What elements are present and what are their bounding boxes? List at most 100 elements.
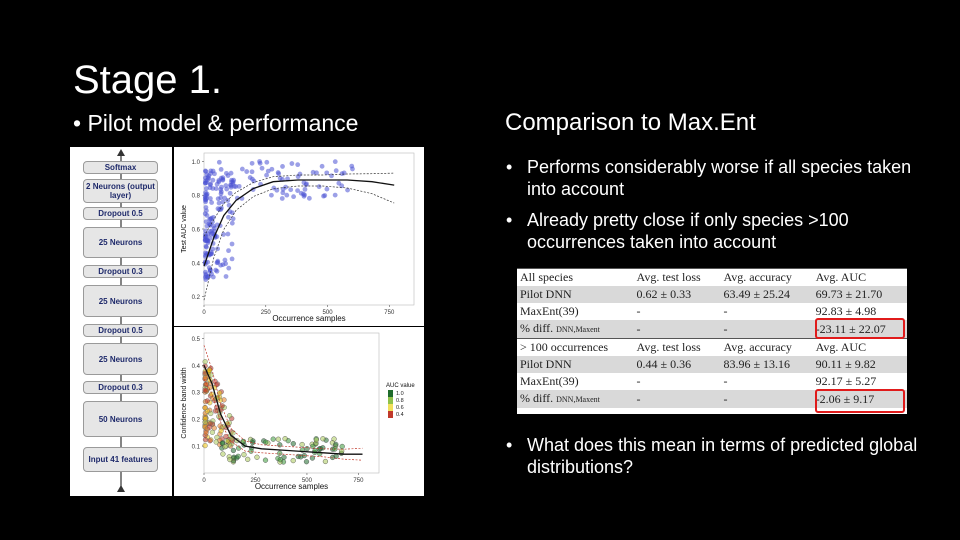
data-point — [202, 269, 208, 275]
y-tick-label: 0.1 — [192, 445, 201, 451]
data-point — [269, 192, 274, 198]
data-point — [209, 200, 215, 205]
confidence-band-upper — [203, 345, 363, 450]
data-point — [250, 438, 256, 444]
data-point — [203, 190, 208, 195]
data-point — [226, 214, 231, 220]
data-point — [322, 193, 328, 198]
data-point — [277, 442, 283, 448]
data-point — [207, 182, 213, 188]
y-tick-label: 0.2 — [192, 418, 201, 424]
network-layer: 25 Neurons — [83, 285, 158, 317]
data-point — [275, 170, 281, 175]
data-point — [275, 436, 281, 442]
data-point — [298, 454, 304, 460]
data-point — [345, 187, 350, 193]
data-point — [302, 186, 308, 192]
data-point — [210, 246, 216, 252]
data-point — [207, 438, 213, 444]
row-name: Pilot DNN — [517, 356, 634, 373]
data-point — [220, 451, 226, 457]
bullet-text: What does this mean in terms of predicte… — [527, 435, 918, 477]
data-point — [216, 200, 222, 206]
data-point — [236, 183, 242, 189]
data-point — [229, 177, 235, 183]
data-point — [216, 159, 222, 165]
data-point — [218, 166, 224, 172]
data-point — [289, 161, 295, 166]
row-name-subscript: DNN,Maxent — [556, 395, 600, 404]
cell-accuracy: - — [723, 374, 728, 388]
x-tick-label: 250 — [250, 478, 261, 484]
header-cell: Avg. accuracy — [720, 268, 813, 286]
data-point — [257, 159, 262, 164]
data-point — [333, 441, 339, 447]
row-name: Pilot DNN — [517, 286, 634, 303]
comparison-table: All species Avg. test loss Avg. accuracy… — [517, 268, 907, 414]
data-point — [224, 186, 230, 192]
data-point — [330, 454, 336, 461]
data-point — [281, 454, 287, 460]
y-tick-label: 0.2 — [192, 295, 201, 301]
header-cell: Avg. AUC — [812, 338, 907, 356]
data-point — [313, 437, 319, 443]
network-layer: 2 Neurons (output layer) — [83, 179, 158, 203]
legend-title: AUC value — [386, 383, 415, 389]
data-point — [208, 410, 214, 417]
data-point — [210, 186, 216, 191]
data-point — [244, 169, 250, 174]
y-tick-label: 0.6 — [192, 228, 201, 234]
x-axis-label: Occurrence samples — [272, 314, 345, 323]
header-cell: Avg. test loss — [633, 268, 721, 286]
data-point — [270, 436, 276, 442]
auc-scatter-plot: 0.2 0.4 0.6 0.8 1.0 0 250 500 750 Occurrence samp… — [174, 147, 424, 326]
legend-tick-label: 1.0 — [396, 391, 404, 397]
data-point — [206, 176, 212, 181]
data-point — [215, 246, 220, 252]
y-axis-label: Confidence band width — [181, 367, 188, 438]
data-point — [212, 171, 217, 177]
data-point — [332, 192, 338, 198]
x-axis-label: Occurrence samples — [255, 482, 328, 491]
data-point — [229, 220, 235, 226]
cell-accuracy: 83.96 ± 13.16 — [720, 356, 813, 373]
table-header-row: > 100 occurrences Avg. test loss Avg. ac… — [517, 338, 907, 356]
network-layer: Input 41 features — [83, 447, 158, 472]
data-point — [225, 173, 231, 178]
data-point — [320, 436, 326, 442]
dropout-layer: Dropout 0.3 — [83, 265, 158, 278]
header-cell: > 100 occurrences — [517, 338, 634, 356]
data-point — [264, 172, 269, 178]
cell-loss: - — [633, 390, 721, 408]
data-point — [290, 441, 296, 447]
bullet-performance-worse: • Performs considerably worse if all spe… — [506, 156, 926, 200]
data-point — [249, 169, 255, 175]
legend-tick-label: 0.4 — [396, 412, 404, 418]
highlight-box-over-100 — [815, 389, 905, 413]
data-point — [284, 192, 290, 198]
cell-accuracy: - — [720, 390, 813, 408]
data-point — [290, 457, 296, 464]
data-point — [254, 454, 260, 460]
confidence-band-upper — [203, 172, 395, 237]
bullet-dot: • — [506, 210, 513, 230]
y-tick-label: 0.4 — [192, 261, 201, 267]
header-cell: All species — [517, 268, 634, 286]
row-name-subscript: DNN,Maxent — [556, 325, 600, 334]
data-point — [235, 445, 242, 451]
data-point — [230, 210, 235, 216]
data-point — [229, 241, 235, 247]
row-name-main: % diff. — [520, 321, 554, 335]
legend-color-swatch — [388, 397, 393, 404]
fit-line — [203, 179, 395, 267]
x-tick-label: 0 — [202, 310, 206, 316]
data-point — [329, 173, 334, 179]
data-point — [215, 258, 221, 264]
data-point — [211, 425, 217, 431]
data-point — [207, 196, 213, 201]
data-point — [202, 387, 208, 393]
data-point — [277, 450, 283, 456]
data-point — [213, 439, 219, 445]
data-point — [226, 413, 233, 419]
header-cell: Avg. test loss — [633, 338, 721, 356]
